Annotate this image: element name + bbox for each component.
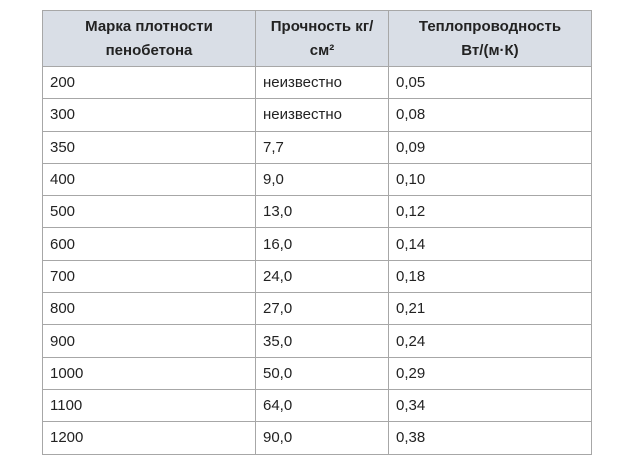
table-cell: 0,14 [388,227,592,261]
table-cell: 1200 [42,421,256,455]
header-cell: Теплопроводность Вт/(м·К) [388,10,592,67]
header-row: Марка плотности пенобетона Прочность кг/ … [42,10,592,67]
table-cell: 9,0 [255,162,389,197]
table-row: 600 16,0 0,14 [42,227,592,261]
header-cell: Марка плотности пенобетона [42,10,256,67]
table-cell: 0,08 [388,98,592,132]
table-cell: 350 [42,130,256,164]
table-row: 900 35,0 0,24 [42,324,592,358]
table-cell: 0,09 [388,130,592,164]
table-row: 1200 90,0 0,38 [42,421,592,455]
table-cell: 24,0 [255,259,389,294]
table-row: 1000 50,0 0,29 [42,356,592,390]
table-cell: 0,38 [388,421,592,455]
table-header: Марка плотности пенобетона Прочность кг/ … [42,10,592,67]
table-row: 500 13,0 0,12 [42,195,592,229]
table-cell: 700 [42,259,256,294]
table-cell: 64,0 [255,388,389,423]
table-cell: 0,18 [388,259,592,294]
table-cell: 600 [42,227,256,261]
table-cell: 0,21 [388,292,592,326]
table-cell: 16,0 [255,227,389,261]
table-cell: 7,7 [255,130,389,164]
density-table: Марка плотности пенобетона Прочность кг/ … [42,10,592,455]
table-cell: 90,0 [255,421,389,455]
header-cell: Прочность кг/ см² [255,10,389,67]
table-cell: 50,0 [255,356,389,390]
table-body: 200 неизвестно 0,05 300 неизвестно 0,08 350 7,7… [42,65,592,455]
table-cell: 35,0 [255,324,389,358]
table-row: 350 7,7 0,09 [42,130,592,164]
table-cell: 200 [42,65,256,100]
table-cell: неизвестно [255,65,389,100]
table-cell: 0,12 [388,195,592,229]
table-cell: 0,10 [388,162,592,197]
table-cell: 0,05 [388,65,592,100]
table-row: 200 неизвестно 0,05 [42,65,592,100]
table-cell: 13,0 [255,195,389,229]
table-row: 300 неизвестно 0,08 [42,98,592,132]
table-cell: неизвестно [255,98,389,132]
table-row: 700 24,0 0,18 [42,259,592,294]
table-cell: 300 [42,98,256,132]
table-cell: 800 [42,292,256,326]
table-cell: 900 [42,324,256,358]
table-row: 1100 64,0 0,34 [42,388,592,423]
table-cell: 400 [42,162,256,197]
table-cell: 0,24 [388,324,592,358]
table-cell: 0,34 [388,388,592,423]
table-cell: 0,29 [388,356,592,390]
table-cell: 500 [42,195,256,229]
table-cell: 1100 [42,388,256,423]
table-row: 400 9,0 0,10 [42,162,592,197]
table-row: 800 27,0 0,21 [42,292,592,326]
table-cell: 1000 [42,356,256,390]
table-cell: 27,0 [255,292,389,326]
